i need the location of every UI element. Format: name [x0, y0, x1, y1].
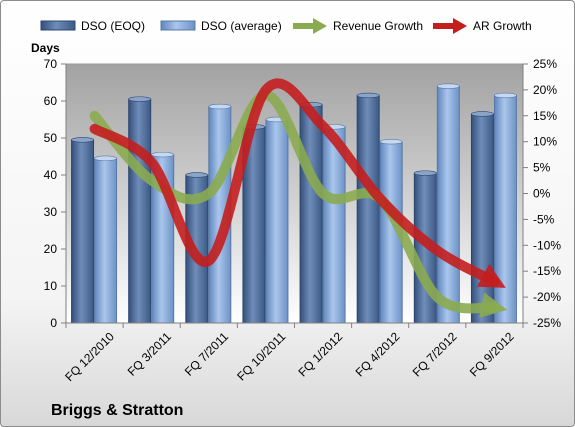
legend-label-revenue-growth: Revenue Growth — [333, 19, 423, 33]
line-series — [89, 78, 508, 318]
line-ar-growth — [89, 78, 506, 288]
bar-top-dso-eoq-fq-4-2012 — [356, 92, 380, 99]
y-right-tick-label: -20% — [533, 290, 561, 304]
x-tick-label-fq-7-2012: FQ 7/2012 — [410, 329, 460, 379]
bar-top-dso-eoq-fq-12-2010 — [71, 137, 94, 143]
y-right-tick-label: 10% — [533, 135, 557, 149]
y-left-tick-label: 0 — [50, 316, 57, 330]
y-left-tick-label: 20 — [44, 242, 58, 256]
bar-top-dso-average-fq-12-2010 — [94, 155, 117, 162]
bar-dso-eoq-fq-9-2012 — [470, 113, 494, 324]
y-right-tick-label: -10% — [533, 238, 561, 252]
legend-swatch-revenue-growth — [293, 18, 327, 34]
bar-dso-eoq-fq-4-2012 — [356, 94, 380, 324]
x-tick-label-fq-9-2012: FQ 9/2012 — [467, 329, 517, 379]
x-axis: FQ 12/2010 FQ 3/2011 FQ 7/2011 FQ 10/2011 FQ… — [62, 322, 524, 384]
x-tick-label-fq-10-2011: FQ 10/2011 — [234, 329, 288, 383]
bar-top-dso-average-fq-9-2012 — [494, 92, 517, 99]
y-right-tick-label: -15% — [533, 264, 561, 278]
x-tick-label-fq-7-2011: FQ 7/2011 — [182, 329, 232, 379]
y-right-tick-label: 0% — [533, 187, 551, 201]
bar-dso-eoq-fq-3-2011 — [128, 98, 152, 324]
y-left-tick-label: 30 — [44, 205, 58, 219]
bar-top-dso-average-fq-7-2012 — [437, 83, 460, 89]
y-right-tick-label: 5% — [533, 161, 551, 175]
legend-label-dso-eoq: DSO (EOQ) — [81, 19, 145, 33]
y-right-axis: -25% -20% -15% -10% -5% 0% 5% 10% 15% 20% 25% — [522, 57, 561, 330]
y-right-tick-label: -5% — [533, 212, 555, 226]
x-tick-label-fq-3-2011: FQ 3/2011 — [125, 329, 175, 379]
legend-label-dso-average: DSO (average) — [201, 19, 282, 33]
y-right-tick-label: 25% — [533, 57, 557, 71]
x-tick-label-fq-4-2012: FQ 4/2012 — [353, 329, 403, 379]
y-left-tick-label: 40 — [44, 168, 58, 182]
y-left-tick-label: 70 — [44, 57, 58, 71]
x-tick-label-fq-1-2012: FQ 1/2012 — [295, 329, 345, 379]
bar-series — [71, 83, 517, 324]
y-left-axis-title: Days — [31, 41, 60, 55]
bar-dso-average-fq-12-2010 — [94, 157, 118, 324]
bar-dso-eoq-fq-12-2010 — [71, 139, 95, 324]
bar-dso-average-fq-9-2012 — [493, 94, 517, 324]
bar-top-dso-average-fq-4-2012 — [379, 139, 403, 145]
y-left-axis: 0 10 20 30 40 50 60 70 — [44, 57, 67, 330]
y-right-tick-label: -25% — [533, 316, 561, 330]
y-right-tick-label: 15% — [533, 109, 557, 123]
legend-swatch-ar-growth — [433, 18, 467, 34]
bar-dso-average-fq-10-2011 — [265, 119, 289, 324]
bar-top-dso-average-fq-7-2011 — [208, 103, 232, 110]
bar-top-dso-eoq-fq-7-2012 — [414, 170, 437, 176]
bar-dso-average-fq-7-2012 — [436, 85, 460, 324]
bar-top-dso-eoq-fq-3-2011 — [128, 96, 151, 102]
company-name: Briggs & Stratton — [51, 402, 183, 419]
legend-label-ar-growth: AR Growth — [473, 19, 532, 33]
bar-top-dso-average-fq-3-2011 — [151, 151, 174, 158]
legend-swatch-dso-eoq — [40, 20, 76, 31]
bar-dso-eoq-fq-1-2012 — [299, 104, 323, 324]
y-right-tick-label: 20% — [533, 83, 557, 97]
y-left-tick-label: 10 — [44, 279, 58, 293]
bar-top-dso-eoq-fq-7-2011 — [185, 172, 209, 178]
y-left-tick-label: 50 — [44, 131, 58, 145]
legend-swatch-dso-average — [160, 20, 196, 31]
bar-top-dso-eoq-fq-9-2012 — [471, 111, 494, 117]
y-left-tick-label: 60 — [44, 94, 58, 108]
x-tick-label-fq-12-2010: FQ 12/2010 — [62, 329, 117, 384]
chart-legend: DSO (EOQ) DSO (average) Revenue Growth AR G… — [40, 18, 532, 34]
